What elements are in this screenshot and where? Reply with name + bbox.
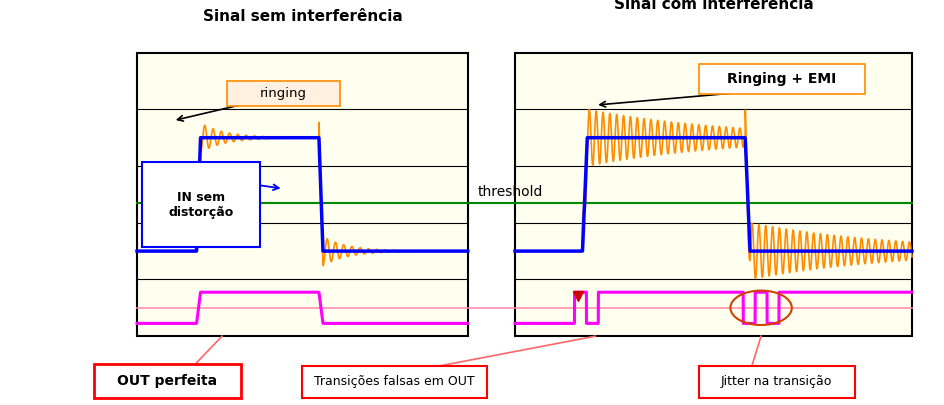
Text: Sinal sem interferência: Sinal sem interferência bbox=[202, 9, 402, 24]
FancyBboxPatch shape bbox=[699, 366, 854, 398]
Text: Jitter na transição: Jitter na transição bbox=[720, 375, 832, 388]
FancyBboxPatch shape bbox=[699, 64, 864, 94]
Text: Sinal com interferência: Sinal com interferência bbox=[613, 0, 813, 12]
Text: Ringing + EMI: Ringing + EMI bbox=[726, 72, 835, 86]
Text: threshold: threshold bbox=[477, 185, 542, 199]
FancyBboxPatch shape bbox=[302, 366, 486, 398]
FancyBboxPatch shape bbox=[94, 364, 241, 398]
Bar bbox=[137, 53, 467, 336]
Text: ringing: ringing bbox=[260, 87, 307, 100]
FancyBboxPatch shape bbox=[227, 81, 340, 106]
Text: Transições falsas em OUT: Transições falsas em OUT bbox=[313, 375, 474, 388]
Bar bbox=[514, 53, 911, 336]
Text: IN sem
distorção: IN sem distorção bbox=[168, 191, 234, 219]
Text: OUT perfeita: OUT perfeita bbox=[117, 374, 217, 388]
FancyBboxPatch shape bbox=[142, 162, 260, 247]
